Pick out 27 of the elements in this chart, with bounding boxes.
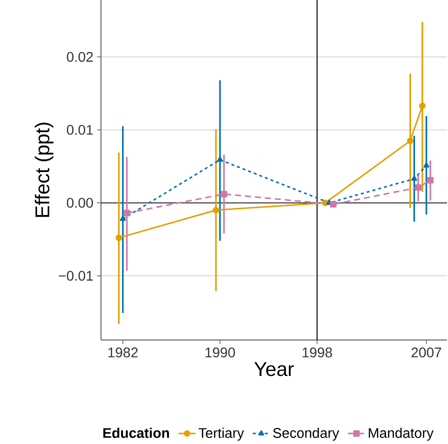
point <box>217 156 223 162</box>
x-tick-label: 1998 <box>302 348 332 358</box>
point <box>212 206 220 214</box>
x-tick-label: 1982 <box>108 348 138 358</box>
legend-title: Education <box>103 428 169 438</box>
y-tick-label: 0.02 <box>66 52 93 62</box>
legend-label: Secondary <box>273 428 340 441</box>
point <box>124 210 130 216</box>
point <box>411 176 418 181</box>
point <box>406 138 414 144</box>
x-axis-title: Year <box>254 362 294 376</box>
point <box>220 190 228 198</box>
y-tick-label: 0.01 <box>66 124 93 135</box>
point <box>423 162 430 168</box>
point <box>427 176 434 184</box>
y-tick-label: −0.01 <box>58 270 93 281</box>
point <box>414 184 422 191</box>
point <box>330 201 336 208</box>
legend-label: Tertiary <box>198 428 244 441</box>
y-axis-title: Effect (ppt) <box>34 122 54 217</box>
legend-label: Mandatory <box>368 428 434 441</box>
x-tick-label: 2007 <box>412 348 442 358</box>
point <box>419 102 426 110</box>
x-tick-label: 1990 <box>206 348 235 358</box>
point <box>120 216 126 221</box>
y-tick-label: 0.00 <box>66 198 93 208</box>
point <box>116 234 122 242</box>
